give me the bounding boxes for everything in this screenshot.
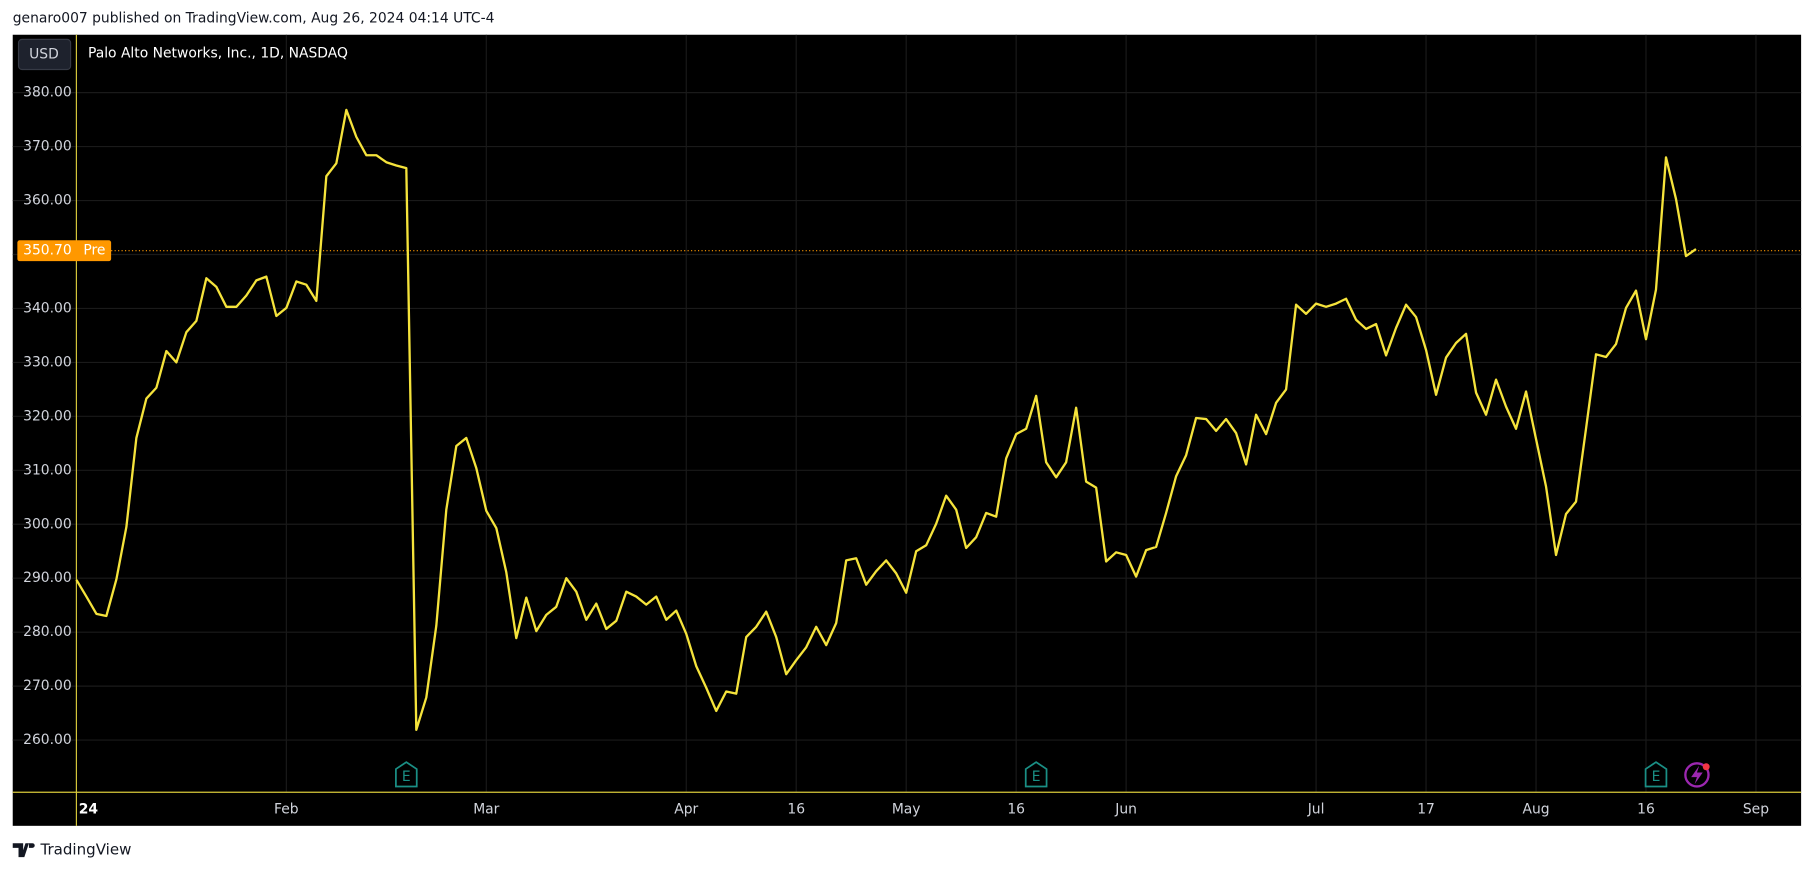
y-tick-label: 280.00 xyxy=(23,624,72,640)
y-tick-label: 310.00 xyxy=(23,462,72,478)
alert-circle xyxy=(1684,762,1710,788)
price-label: 350.70 xyxy=(23,243,72,259)
x-tick-label: 16 xyxy=(1637,802,1655,818)
x-tick-label: May xyxy=(892,802,921,818)
logo-mark xyxy=(12,843,35,858)
earnings-label: E xyxy=(1032,769,1041,785)
alert-icon xyxy=(1684,762,1710,788)
publish-info: genaro007 published on TradingView.com, … xyxy=(13,11,495,27)
brand-name: TradingView xyxy=(40,841,132,859)
alert-dot xyxy=(1702,763,1710,771)
earnings-badge xyxy=(395,761,418,788)
y-tick-label: 270.00 xyxy=(23,678,72,694)
brand-logo xyxy=(12,843,35,858)
symbol-legend: Palo Alto Networks, Inc., 1D, NASDAQ xyxy=(88,45,348,61)
earnings-badge xyxy=(1644,761,1668,788)
alert-bolt xyxy=(1691,765,1703,785)
y-tick-label: 330.00 xyxy=(23,354,72,370)
earnings-marker: E xyxy=(1644,761,1668,788)
x-tick-label: 17 xyxy=(1417,802,1435,818)
x-tick-label: 16 xyxy=(787,802,805,818)
x-tick-label: 24 xyxy=(79,802,99,818)
price-tag: Pre xyxy=(83,243,105,259)
y-tick-label: 370.00 xyxy=(23,139,72,155)
earnings-badge xyxy=(1024,761,1048,788)
earnings-label: E xyxy=(402,769,411,785)
y-tick-label: 260.00 xyxy=(23,732,72,748)
price-label-box xyxy=(17,240,112,262)
grid xyxy=(12,34,1802,793)
currency-label: USD xyxy=(29,46,59,62)
chart-area xyxy=(12,34,1802,826)
x-tick-label: Jul xyxy=(1307,802,1325,818)
earnings-marker: E xyxy=(395,761,418,788)
y-tick-label: 290.00 xyxy=(23,570,72,586)
y-tick-label: 340.00 xyxy=(23,300,72,316)
y-tick-label: 380.00 xyxy=(23,85,72,101)
y-tick-label: 320.00 xyxy=(23,408,72,424)
earnings-label: E xyxy=(1652,769,1661,785)
x-tick-label: Apr xyxy=(674,802,698,818)
x-tick-label: 16 xyxy=(1007,802,1025,818)
x-tick-label: Sep xyxy=(1743,802,1769,818)
x-tick-label: Feb xyxy=(274,802,299,818)
earnings-marker: E xyxy=(1024,761,1048,788)
y-tick-label: 360.00 xyxy=(23,193,72,209)
x-tick-label: Jun xyxy=(1114,802,1137,818)
x-tick-label: Mar xyxy=(473,802,499,818)
currency-button[interactable] xyxy=(17,38,72,71)
price-line-series xyxy=(75,108,1697,731)
plot: 260.00 270.00 280.00 290.00 300.00 310.00 320.… xyxy=(17,85,1802,818)
y-tick-label: 300.00 xyxy=(23,516,72,532)
x-tick-label: Aug xyxy=(1522,802,1549,818)
